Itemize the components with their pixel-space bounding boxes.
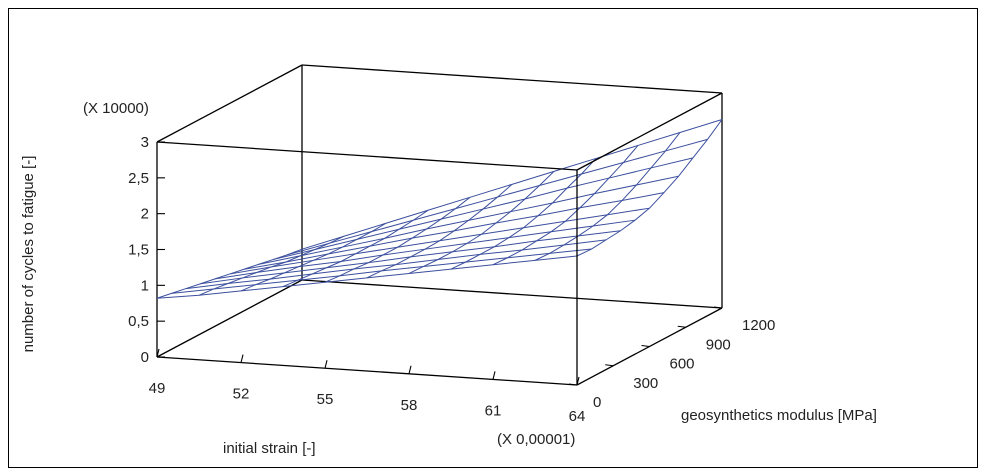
- box-edge-top-front: [156, 141, 578, 171]
- surface-line-x-59.5: [450, 158, 597, 270]
- box-front-edges: [156, 64, 723, 386]
- z-tick-labels: 0 0,5 1 1,5 2 2,5 3: [128, 134, 149, 366]
- surface-line-x-52: [240, 222, 387, 292]
- y-tick-label: 1200: [742, 317, 775, 334]
- x-tick-label: 58: [401, 397, 418, 414]
- box-edge-front-bottom: [156, 356, 578, 386]
- surface-line-x-49: [156, 248, 303, 299]
- z-tick-label: 1,5: [128, 242, 149, 259]
- x-tick-label: 55: [317, 391, 334, 408]
- axis-ticks: [156, 141, 723, 386]
- box-edge-left-bottom: [156, 279, 303, 358]
- x-tick-mark: [240, 354, 244, 363]
- z-tick-label: 3: [141, 134, 149, 151]
- chart-frame: (X 10000) number of cycles to fatigue [-…: [8, 8, 978, 468]
- y-tick-label: 900: [706, 336, 731, 353]
- y-tick-mark: [568, 383, 578, 386]
- box-edge-top-left: [156, 64, 303, 143]
- surface-mesh: [156, 119, 723, 299]
- z-tick-label: 2: [141, 206, 149, 223]
- z-tick-label: 1: [141, 277, 149, 294]
- y-tick-mark: [713, 306, 723, 309]
- y-tick-label: 600: [670, 356, 695, 373]
- x-tick-mark: [156, 348, 160, 358]
- surface-line-x-61: [492, 145, 639, 266]
- y-tick-label: 0: [593, 394, 601, 411]
- surface-line-x-50.5: [198, 235, 345, 296]
- surface-line-x-53.5: [282, 209, 429, 288]
- surface-line-x-58: [408, 171, 555, 274]
- x-tick-mark: [576, 376, 580, 386]
- x-axis-label: initial strain [-]: [223, 440, 316, 457]
- surface-line-x-55: [324, 196, 471, 283]
- x-tick-label: 61: [485, 402, 502, 419]
- box-back-edges: [156, 65, 723, 358]
- x-tick-label: 64: [569, 408, 586, 425]
- surface-line-x-62.5: [534, 132, 681, 261]
- y-axis-label: geosynthetics modulus [MPa]: [681, 407, 877, 424]
- y-tick-label: 300: [633, 375, 658, 392]
- z-tick-label: 0,5: [128, 313, 149, 330]
- surface-plot: (X 10000) number of cycles to fatigue [-…: [20, 64, 877, 457]
- x-tick-label: 49: [149, 380, 166, 397]
- x-axis-multiplier: (X 0,00001): [497, 431, 575, 448]
- z-axis-label: number of cycles to fatigue [-]: [20, 156, 37, 353]
- x-tick-mark: [408, 365, 412, 374]
- x-tick-mark: [492, 371, 496, 380]
- z-axis-multiplier: (X 10000): [83, 100, 149, 117]
- box-edge-top-right: [576, 92, 723, 171]
- box-edge-back-bottom: [301, 279, 723, 309]
- x-tick-mark: [324, 360, 328, 369]
- y-tick-mark: [605, 364, 614, 367]
- y-tick-labels: 0 300 600 900 1200: [593, 317, 775, 411]
- y-tick-mark: [677, 325, 686, 328]
- z-tick-label: 0: [141, 349, 149, 366]
- surface-line-x-64: [576, 119, 723, 257]
- x-tick-label: 52: [233, 386, 250, 403]
- x-tick-labels: 49 52 55 58 61 64: [149, 380, 586, 425]
- z-tick-label: 2,5: [128, 170, 149, 187]
- box-edge-top-back: [301, 64, 723, 94]
- y-tick-mark: [641, 344, 650, 348]
- surface-line-x-56.5: [366, 183, 513, 279]
